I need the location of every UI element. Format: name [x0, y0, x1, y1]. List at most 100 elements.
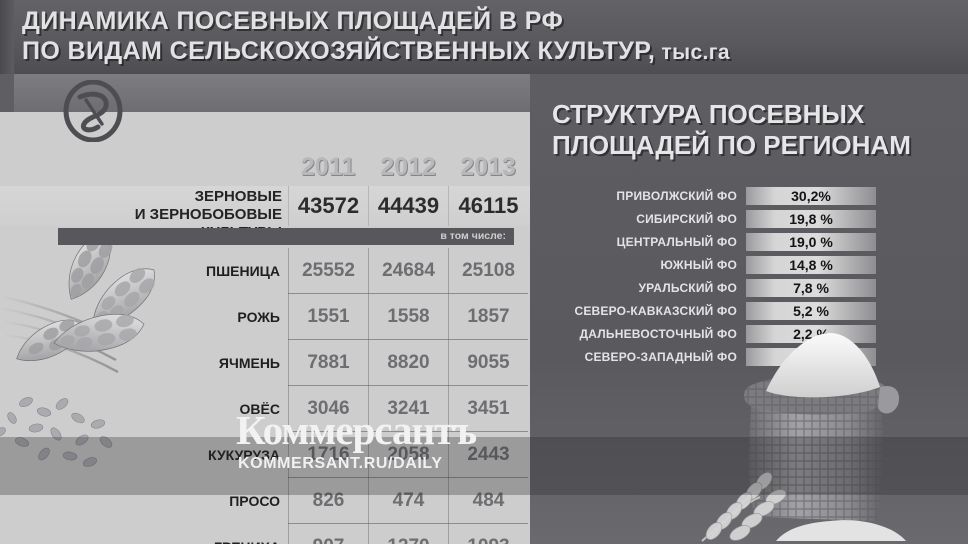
year-header-2012: 2012 — [380, 153, 436, 181]
crop-values: 1551 1558 1857 — [288, 294, 528, 340]
row-divider — [288, 339, 528, 340]
kommersant-url: KOMMERSANT.RU/DAILY — [238, 455, 443, 472]
region-name: ЦЕНТРАЛЬНЫЙ ФО — [616, 234, 737, 249]
crop-value-2011: 3046 — [288, 386, 368, 432]
region-name: ЮЖНЫЙ ФО — [660, 257, 737, 272]
crop-value-2011: 1551 — [288, 294, 368, 340]
crop-value-2011: 826 — [288, 478, 368, 524]
region-name: СЕВЕРО-ЗАПАДНЫЙ ФО — [584, 349, 737, 364]
year-header-2011: 2011 — [300, 153, 356, 181]
year-column-headers: 2011 2012 2013 — [288, 148, 528, 186]
watermark-band — [0, 437, 968, 495]
table-row: ПРОСО 826 474 484 — [0, 478, 530, 524]
crop-value-2011: 7881 — [288, 340, 368, 386]
crop-value-2011: 907 — [288, 524, 368, 544]
table-row: КУКУРУЗА 1716 2058 2443 — [0, 432, 530, 478]
kommersant-wordmark: Коммерсантъ — [236, 407, 477, 453]
crop-value-2013: 1857 — [448, 294, 528, 340]
row-divider — [288, 385, 528, 386]
table-row: ОВЁС 3046 3241 3451 — [0, 386, 530, 432]
region-percent: 30,2% — [791, 187, 831, 204]
crop-values: 826 474 484 — [288, 478, 528, 524]
crop-label: ПШЕНИЦА — [206, 263, 280, 279]
total-row-values: 43572 44439 46115 — [288, 186, 528, 226]
regions-heading-line-1: СТРУКТУРА ПОСЕВНЫХ — [552, 99, 865, 129]
region-name: СИБИРСКИЙ ФО — [636, 211, 737, 226]
crop-value-2012: 3241 — [368, 386, 448, 432]
crop-label: ОВЁС — [239, 401, 280, 417]
title-unit: тыс.га — [655, 41, 730, 64]
crop-value-2012: 1558 — [368, 294, 448, 340]
region-value-bar: 7,8 % — [746, 278, 876, 297]
crop-label: РОЖЬ — [237, 309, 280, 325]
kommersant-monogram-logo — [63, 80, 123, 142]
title-band: ДИНАМИКА ПОСЕВНЫХ ПЛОЩАДЕЙ В РФ ПО ВИДАМ… — [0, 0, 968, 74]
title-line-1: ДИНАМИКА ПОСЕВНЫХ ПЛОЩАДЕЙ В РФ — [22, 7, 564, 35]
crop-label: ЯЧМЕНЬ — [218, 355, 280, 371]
region-row: ЮЖНЫЙ ФО 14,8 % — [546, 253, 876, 276]
crop-label: КУКУРУЗА — [208, 447, 280, 463]
total-label-line-1: ЗЕРНОВЫЕ — [194, 188, 282, 205]
region-row: ПРИВОЛЖСКИЙ ФО 30,2% — [546, 184, 876, 207]
row-divider — [288, 477, 528, 478]
crop-value-2012: 2058 — [368, 432, 448, 478]
regions-heading-line-2: ПЛОЩАДЕЙ ПО РЕГИОНАМ — [552, 130, 911, 160]
row-divider — [288, 523, 528, 524]
crop-values: 90712701093 — [288, 524, 528, 544]
region-percent: 19,8 % — [789, 210, 833, 227]
crop-value-2013: 1093 — [448, 524, 528, 544]
regions-heading: СТРУКТУРА ПОСЕВНЫХ ПЛОЩАДЕЙ ПО РЕГИОНАМ — [552, 99, 952, 161]
region-row: СИБИРСКИЙ ФО 19,8 % — [546, 207, 876, 230]
flour-sack-illustration — [701, 333, 906, 542]
crop-values: 25552 24684 25108 — [288, 248, 528, 294]
region-percent: 7,8 % — [793, 279, 829, 296]
region-value-bar: 14,8 % — [746, 255, 876, 274]
region-percent: 14,8 % — [789, 256, 833, 273]
region-value-bar: 19,0 % — [746, 232, 876, 251]
title-line-2-main: ПО ВИДАМ СЕЛЬСКОХОЗЯЙСТВЕННЫХ КУЛЬТУР, — [22, 37, 656, 65]
table-row: РОЖЬ 1551 1558 1857 — [0, 294, 530, 340]
region-percent: 19,0 % — [789, 233, 833, 250]
row-divider — [288, 293, 528, 294]
crop-value-2012: 8820 — [368, 340, 448, 386]
crop-value-2011: 1716 — [288, 432, 368, 478]
crop-values: 7881 8820 9055 — [288, 340, 528, 386]
table-row: ГРЕЧИХА 90712701093 — [0, 524, 530, 544]
total-value-2013: 46115 — [448, 186, 528, 226]
table-header-left-edge — [0, 74, 14, 112]
page-title: ДИНАМИКА ПОСЕВНЫХ ПЛОЩАДЕЙ В РФ ПО ВИДАМ… — [22, 6, 952, 68]
crops-row-list: ПШЕНИЦА 25552 24684 25108 РОЖЬ 1551 1558 1857 ЯЧ… — [0, 248, 530, 544]
region-name: ПРИВОЛЖСКИЙ ФО — [616, 188, 737, 203]
including-note: в том числе: — [58, 228, 514, 245]
crop-values: 1716 2058 2443 — [288, 432, 528, 478]
year-header-2013: 2013 — [460, 153, 516, 181]
table-row: ЯЧМЕНЬ 7881 8820 9055 — [0, 340, 530, 386]
region-value-bar: 5,2 % — [746, 301, 876, 320]
region-row: ЦЕНТРАЛЬНЫЙ ФО 19,0 % — [546, 230, 876, 253]
region-name: СЕВЕРО-КАВКАЗСКИЙ ФО — [574, 303, 737, 318]
region-name: УРАЛЬСКИЙ ФО — [638, 280, 737, 295]
crop-value-2012: 24684 — [368, 248, 448, 294]
title-line-2: ПО ВИДАМ СЕЛЬСКОХОЗЯЙСТВЕННЫХ КУЛЬТУР, т… — [22, 36, 952, 68]
crop-label: ПРОСО — [229, 493, 280, 509]
region-row: СЕВЕРО-КАВКАЗСКИЙ ФО 5,2 % — [546, 299, 876, 322]
region-name: ДАЛЬНЕВОСТОЧНЫЙ ФО — [579, 326, 737, 341]
table-row: ПШЕНИЦА 25552 24684 25108 — [0, 248, 530, 294]
regions-panel: СТРУКТУРА ПОСЕВНЫХ ПЛОЩАДЕЙ ПО РЕГИОНАМ … — [530, 74, 968, 544]
crop-value-2011: 25552 — [288, 248, 368, 294]
region-percent: 5,2 % — [793, 302, 829, 319]
crop-value-2013: 25108 — [448, 248, 528, 294]
row-divider — [288, 431, 528, 432]
region-row: УРАЛЬСКИЙ ФО 7,8 % — [546, 276, 876, 299]
total-value-2012: 44439 — [368, 186, 448, 226]
title-left-edge — [0, 0, 14, 74]
crop-values: 3046 3241 3451 — [288, 386, 528, 432]
total-value-2011: 43572 — [288, 186, 368, 226]
crop-value-2013: 9055 — [448, 340, 528, 386]
crop-value-2013: 3451 — [448, 386, 528, 432]
crop-value-2013: 484 — [448, 478, 528, 524]
crop-label: ГРЕЧИХА — [30, 524, 280, 544]
region-value-bar: 19,8 % — [746, 209, 876, 228]
crops-table-panel: 2011 2012 2013 ЗЕРНОВЫЕ И ЗЕРНОБОБОВЫЕ К… — [0, 74, 530, 544]
